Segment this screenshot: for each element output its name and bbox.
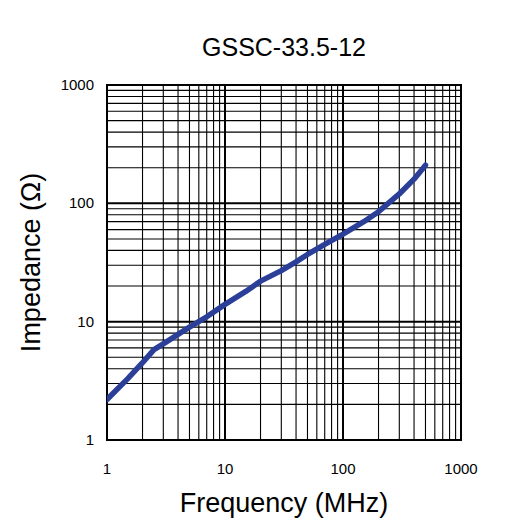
y-axis-label: Impedance (Ω) [16,173,46,352]
minor-grid-y [107,229,461,230]
major-grid-y [107,202,461,204]
minor-grid-y [107,221,461,222]
minor-grid-x [425,85,426,440]
minor-grid-x [189,85,190,440]
data-layer [107,165,425,399]
background [0,0,530,530]
minor-grid-x [219,85,220,440]
x-tick-label: 100 [330,460,355,477]
y-tick-label: 100 [69,194,94,211]
chart-svg: 1 10 100 1000 1 10 100 1000 GSSC-33.5-12 Frequenc… [0,0,530,530]
minor-grid-y [107,90,461,91]
minor-grid-y [107,214,461,215]
minor-grid-y [107,120,461,121]
major-grid-y [107,321,461,323]
x-tick-label: 10 [217,460,234,477]
minor-grid-x [449,85,450,440]
minor-grid-y [107,368,461,369]
y-tick-label: 1 [86,431,94,448]
minor-grid-x [331,85,332,440]
minor-grid-x [206,85,207,440]
minor-grid-y [107,383,461,384]
minor-grid-y [107,339,461,340]
minor-grid-y [107,285,461,286]
series-line [107,165,425,399]
minor-grid-x [213,85,214,440]
chart-root: 1 10 100 1000 1 10 100 1000 GSSC-33.5-12 Frequenc… [0,0,530,530]
minor-grid-x [324,85,325,440]
minor-grid-x [142,85,143,440]
x-tick-label: 1000 [444,460,477,477]
y-tick-label: 10 [77,313,94,330]
minor-grid-y [107,333,461,334]
title: GSSC-33.5-12 [202,33,366,61]
minor-grid-x [434,85,435,440]
minor-grid-y [107,167,461,168]
minor-grid-x [316,85,317,440]
minor-grid-y [107,250,461,251]
y-tick-label: 1000 [61,76,94,93]
minor-grid-y [107,146,461,147]
minor-grid-y [107,357,461,358]
minor-grid-y [107,208,461,209]
grid [107,85,461,440]
minor-grid-x [177,85,178,440]
minor-grid-y [107,111,461,112]
minor-grid-x [413,85,414,440]
minor-grid-x [337,85,338,440]
minor-grid-x [378,85,379,440]
minor-grid-x [260,85,261,440]
minor-grid-x [455,85,456,440]
minor-grid-y [107,404,461,405]
minor-grid-y [107,327,461,328]
major-grid-x [224,85,226,440]
minor-grid-x [198,85,199,440]
minor-grid-x [307,85,308,440]
plot-frame [107,85,461,440]
minor-grid-y [107,265,461,266]
x-axis-label: Frequency (MHz) [180,488,389,518]
major-grid-x [342,85,344,440]
minor-grid-y [107,103,461,104]
minor-grid-x [442,85,443,440]
minor-grid-x [163,85,164,440]
minor-grid-x [399,85,400,440]
minor-grid-y [107,132,461,133]
minor-grid-x [281,85,282,440]
minor-grid-y [107,238,461,239]
x-tick-label: 1 [103,460,111,477]
minor-grid-y [107,96,461,97]
